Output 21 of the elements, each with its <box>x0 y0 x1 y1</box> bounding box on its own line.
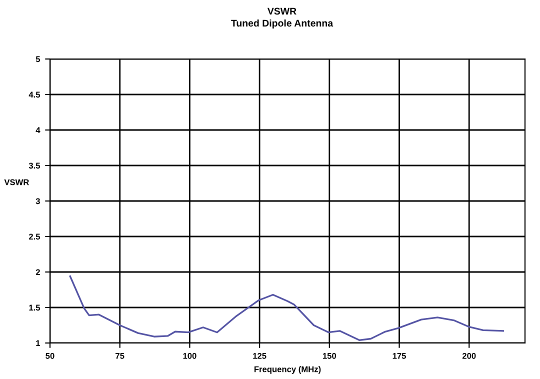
chart-title: VSWR <box>267 8 296 15</box>
y-tick-label: 5 <box>36 56 40 62</box>
line-series <box>69 275 504 341</box>
x-tick-label: 175 <box>392 353 406 359</box>
y-tick-label: 1 <box>36 340 40 346</box>
y-tick-label: 3 <box>36 198 40 204</box>
y-tick-label: 1.5 <box>29 304 40 311</box>
y-axis-title: VSWR <box>4 179 30 186</box>
chart-subtitle: Tuned Dipole Antenna <box>231 19 334 29</box>
x-tick-label: 75 <box>116 353 124 359</box>
y-tick-label: 2.5 <box>28 234 40 240</box>
x-tick-label: 100 <box>183 352 196 359</box>
y-tick-label: 3.5 <box>28 162 40 169</box>
x-axis-title: Frequency (MHz) <box>254 366 321 374</box>
y-tick-label: 2 <box>36 269 40 276</box>
x-tick-label: 50 <box>46 352 54 359</box>
y-tick-label: 4 <box>36 127 40 134</box>
x-tick-label: 200 <box>462 352 476 359</box>
x-tick-label: 125 <box>253 352 266 359</box>
x-tick-label: 150 <box>322 352 336 359</box>
y-tick-label: 4.5 <box>28 92 40 98</box>
